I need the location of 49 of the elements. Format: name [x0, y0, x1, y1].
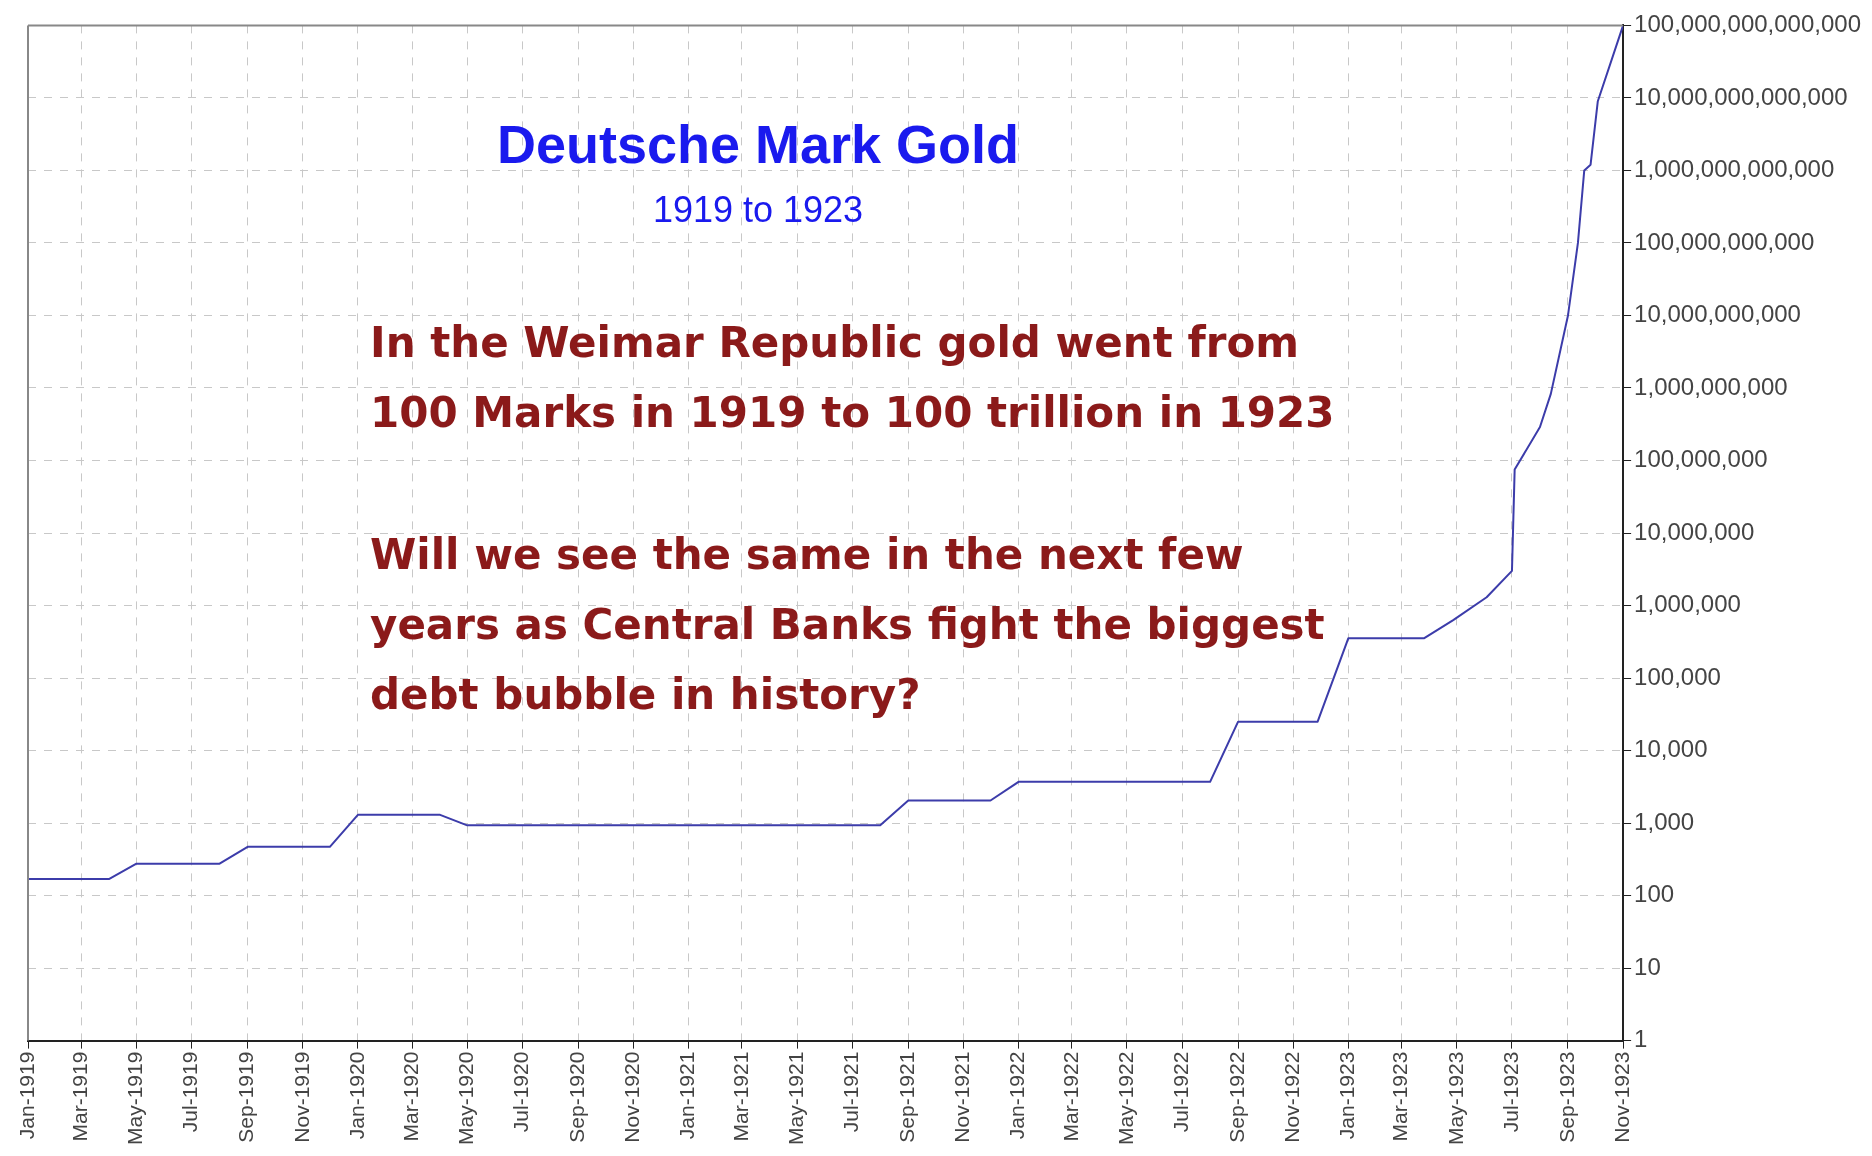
- x-tick-label: May-1919: [123, 1051, 147, 1146]
- y-tick-label: 1,000: [1634, 807, 1695, 835]
- x-tick-label: Jan-1921: [675, 1051, 699, 1140]
- x-tick-label: Jul-1923: [1498, 1051, 1522, 1133]
- y-tick-label: 10,000,000,000,000: [1634, 82, 1848, 110]
- y-tick-label: 10,000,000,000: [1634, 300, 1801, 328]
- y-tick-label: 100,000,000,000: [1634, 227, 1815, 255]
- x-tick-label: Jul-1920: [509, 1051, 533, 1133]
- x-tick-label: Nov-1920: [620, 1051, 644, 1143]
- x-tick-label: Jan-1919: [14, 1051, 38, 1140]
- y-tick-label: 10,000,000: [1634, 517, 1755, 545]
- x-tick-label: May-1921: [783, 1051, 807, 1146]
- x-tick-label: Mar-1923: [1388, 1051, 1412, 1142]
- x-tick-label: Sep-1922: [1224, 1051, 1248, 1143]
- x-tick-label: Jan-1923: [1335, 1051, 1359, 1140]
- x-tick-label: Sep-1919: [234, 1051, 258, 1143]
- y-tick-label: 1,000,000: [1634, 590, 1741, 618]
- y-tick-label: 10: [1634, 952, 1661, 980]
- x-tick-label: Nov-1923: [1609, 1051, 1633, 1143]
- y-tick-label: 1,000,000,000: [1634, 372, 1788, 400]
- annotation: In the Weimar Republic gold went from 100 Marks in 1919 to 100 trillion in 1923: [370, 317, 1335, 439]
- y-tick-label: 100: [1634, 880, 1675, 908]
- x-tick-label: Mar-1922: [1058, 1051, 1082, 1142]
- y-tick-label: 10,000: [1634, 735, 1708, 763]
- y-tick-label: 100,000: [1634, 662, 1721, 690]
- x-tick-label: Jan-1922: [1005, 1051, 1029, 1140]
- x-tick-label: Mar-1920: [398, 1051, 422, 1142]
- y-tick-label: 100,000,000,000,000: [1634, 10, 1861, 38]
- x-tick-label: May-1920: [454, 1051, 478, 1146]
- x-tick-label: Mar-1919: [68, 1051, 92, 1142]
- x-tick-label: Jul-1921: [839, 1051, 863, 1133]
- y-tick-label: 1,000,000,000,000: [1634, 155, 1835, 183]
- y-tick-label: 100,000,000: [1634, 445, 1768, 473]
- x-tick-label: Jan-1920: [344, 1051, 368, 1140]
- x-tick-label: Jul-1919: [178, 1051, 202, 1133]
- text: 1919 to 1923: [651, 189, 865, 231]
- x-tick-label: Nov-1922: [1280, 1051, 1304, 1143]
- y-tick-label: 1: [1634, 1025, 1648, 1053]
- x-tick-label: Nov-1919: [289, 1051, 313, 1143]
- x-tick-label: May-1923: [1443, 1051, 1467, 1146]
- x-tick-label: Mar-1921: [728, 1051, 752, 1142]
- x-tick-label: Sep-1923: [1554, 1051, 1578, 1143]
- annotation: Will we see the same in the next few years as Central Banks fight the biggest debt bubble in history?: [370, 529, 1325, 721]
- x-tick-label: Nov-1921: [950, 1051, 974, 1143]
- x-tick-label: Jul-1922: [1168, 1051, 1192, 1133]
- x-tick-label: May-1922: [1113, 1051, 1137, 1146]
- text: Deutsche Mark Gold: [495, 113, 1021, 175]
- x-tick-label: Sep-1920: [565, 1051, 589, 1143]
- x-tick-label: Sep-1921: [895, 1051, 919, 1143]
